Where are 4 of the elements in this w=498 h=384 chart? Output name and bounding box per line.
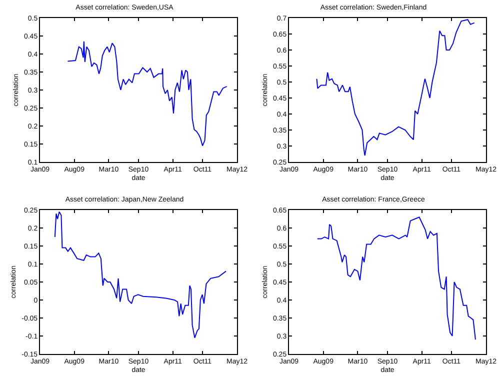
- line-series: [54, 211, 226, 338]
- line-series: [316, 216, 476, 340]
- line-series: [316, 19, 475, 156]
- line-series: [67, 40, 228, 146]
